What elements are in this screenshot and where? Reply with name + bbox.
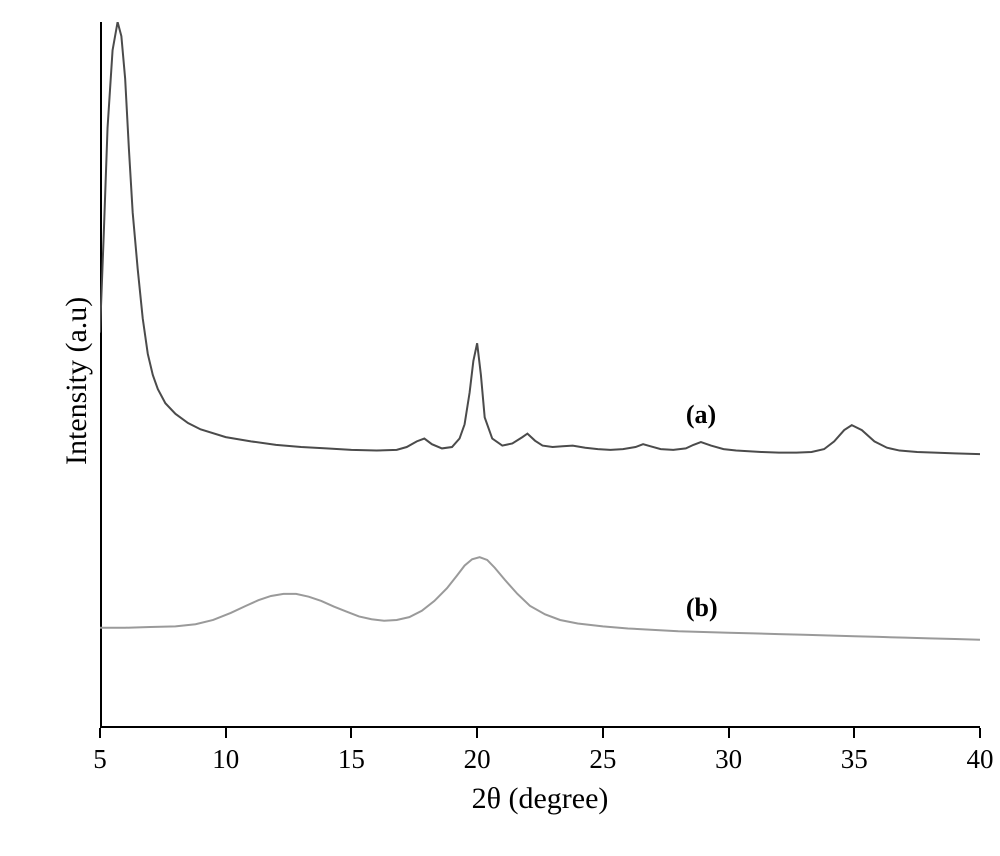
x-tick [728,728,730,738]
plot-area: 510152025303540 (a) (b) [100,22,980,728]
x-tick [350,728,352,738]
series-b-label: (b) [686,593,718,623]
x-tick-label: 25 [589,744,616,775]
series-a-label: (a) [686,400,716,430]
y-axis-title: Intensity (a.u) [60,297,94,465]
x-tick [476,728,478,738]
x-tick-label: 30 [715,744,742,775]
x-tick-label: 5 [93,744,107,775]
xrd-chart: 510152025303540 (a) (b) 2θ (degree) Inte… [0,0,1000,856]
series-b-curve [100,557,980,640]
x-tick-label: 20 [464,744,491,775]
x-tick-label: 15 [338,744,365,775]
x-tick [225,728,227,738]
x-tick-label: 40 [967,744,994,775]
x-tick [602,728,604,738]
x-tick-label: 10 [212,744,239,775]
x-tick [979,728,981,738]
curves-svg [100,22,980,728]
x-tick-label: 35 [841,744,868,775]
x-tick [99,728,101,738]
series-a-curve [100,22,980,454]
x-axis-title: 2θ (degree) [472,782,609,816]
x-tick [853,728,855,738]
